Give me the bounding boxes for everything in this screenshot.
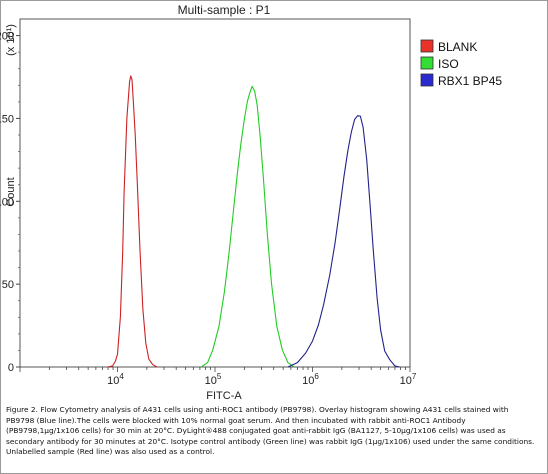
legend-label-1: ISO bbox=[438, 57, 459, 71]
x-tick-label-4: 104 bbox=[107, 372, 124, 387]
x-axis-title: FITC-A bbox=[206, 390, 242, 402]
series-line-blank bbox=[107, 75, 158, 368]
x-tick-label-7: 107 bbox=[400, 372, 417, 387]
legend-label-2: RBX1 BP45 bbox=[438, 74, 502, 88]
x-tick-labels: 104 105 106 107 bbox=[107, 372, 417, 387]
x-tick-label-5: 105 bbox=[205, 372, 222, 387]
y-tick-label-200: 200 bbox=[0, 31, 14, 43]
y-tick-label-150: 150 bbox=[0, 113, 14, 125]
y-tick-label-0: 0 bbox=[8, 362, 14, 374]
series-line-rbx1-bp45 bbox=[287, 115, 400, 368]
x-tick-label-6: 106 bbox=[302, 372, 319, 387]
legend-swatch-2 bbox=[420, 73, 434, 87]
flow-cytometry-histogram: Multi-sample : P1 0 50 100 150 200 104 105 106… bbox=[0, 3, 502, 402]
legend-swatch-1 bbox=[420, 56, 434, 70]
y-tick-labels: 0 50 100 150 200 bbox=[0, 31, 14, 374]
chart-title: Multi-sample : P1 bbox=[178, 3, 271, 17]
plot-area bbox=[19, 18, 411, 368]
y-axis-title: Count bbox=[5, 177, 17, 206]
series-layer bbox=[107, 75, 400, 368]
legend-swatch-0 bbox=[420, 39, 434, 53]
tick-layer bbox=[16, 35, 411, 372]
figure-caption: Figure 2. Flow Cytometry analysis of A43… bbox=[6, 405, 535, 457]
y-tick-label-100: 100 bbox=[0, 196, 14, 208]
y-multiplier-label: (x 10¹) bbox=[5, 24, 17, 56]
series-line-iso bbox=[200, 85, 295, 368]
legend-label-0: BLANK bbox=[438, 40, 477, 54]
legend: BLANK ISO RBX1 BP45 bbox=[420, 39, 502, 88]
y-tick-label-50: 50 bbox=[2, 279, 14, 291]
